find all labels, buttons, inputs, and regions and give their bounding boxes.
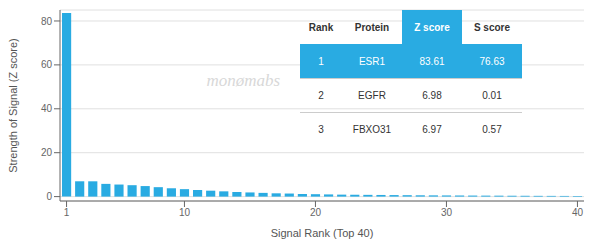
html-text:monømabs: monømabs	[206, 70, 281, 90]
html-text:EGFR: EGFR	[358, 90, 386, 101]
html-text:1: 1	[318, 55, 324, 67]
svg-text:60: 60	[41, 59, 53, 70]
svg-text:40: 40	[41, 103, 53, 114]
html-text:ESR1: ESR1	[358, 55, 386, 67]
svg-text:20: 20	[310, 207, 322, 218]
html-text:Rank: Rank	[308, 21, 334, 33]
svg-text:0: 0	[46, 191, 52, 202]
html-text:3: 3	[318, 124, 324, 135]
svg-text:20: 20	[41, 147, 53, 158]
html-text:0.57: 0.57	[482, 124, 502, 135]
html-text:FBXO31: FBXO31	[352, 124, 392, 135]
html-text:0.01: 0.01	[482, 90, 502, 101]
html-text:83.61: 83.61	[419, 55, 445, 67]
svg-text:Signal Rank (Top 40): Signal Rank (Top 40)	[271, 227, 374, 239]
svg-text:80: 80	[41, 16, 53, 27]
html-text:Protein: Protein	[354, 21, 390, 33]
html-text:76.63: 76.63	[479, 55, 505, 67]
svg-text:30: 30	[441, 207, 453, 218]
html-text:2: 2	[318, 90, 324, 101]
html-text:6.97: 6.97	[422, 124, 442, 135]
svg-text:1: 1	[64, 207, 70, 218]
svg-text:Strength of Signal (Z score): Strength of Signal (Z score)	[8, 38, 19, 173]
svg-text:10: 10	[179, 207, 191, 218]
svg-text:40: 40	[572, 207, 584, 218]
html-text:6.98: 6.98	[422, 90, 442, 101]
html-text:S score: S score	[473, 21, 511, 33]
html-text:Z score: Z score	[414, 21, 450, 33]
